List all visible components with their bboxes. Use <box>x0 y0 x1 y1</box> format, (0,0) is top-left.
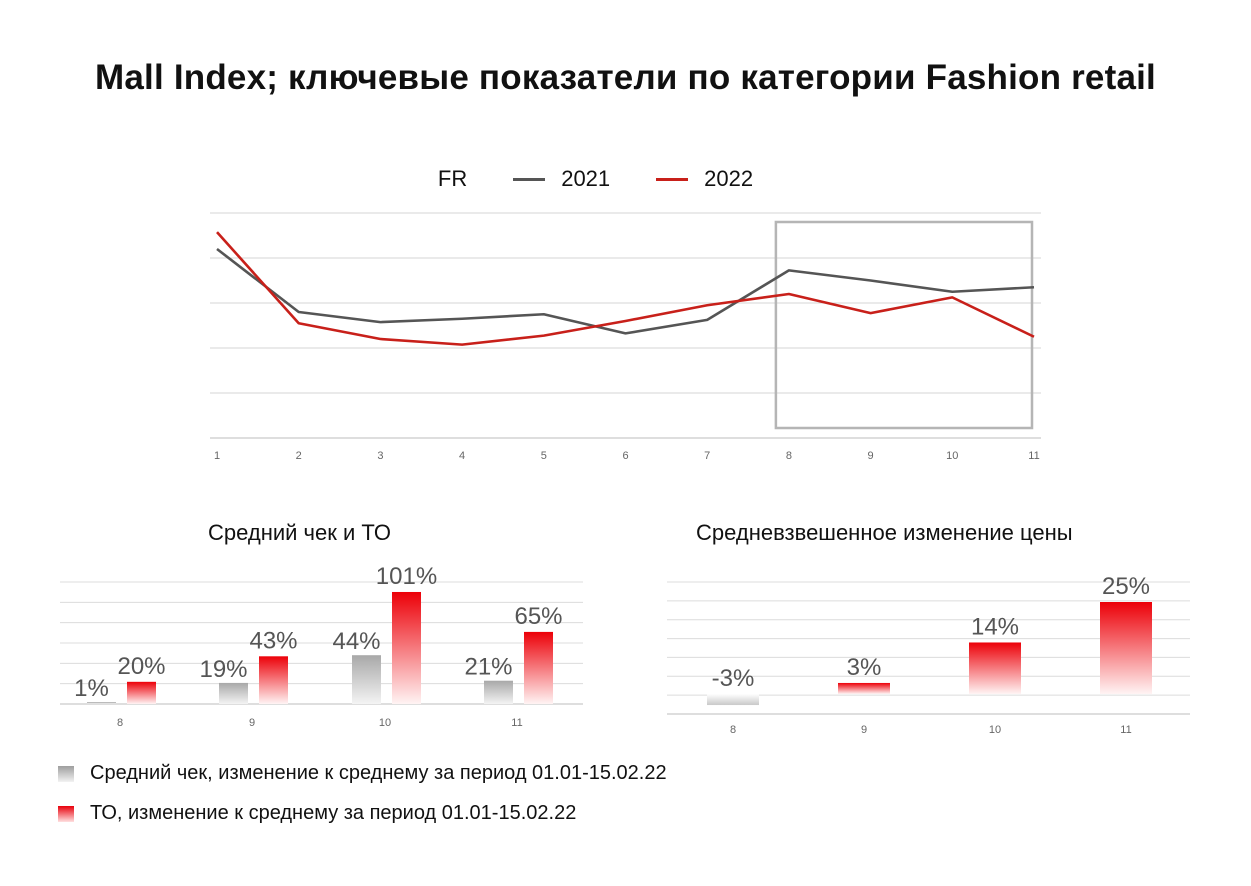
bar-turnover <box>392 591 421 704</box>
bar-turnover <box>127 681 156 704</box>
line-x-tick-label: 7 <box>704 450 710 462</box>
bar-turnover <box>259 656 288 704</box>
legend-turnover: ТО, изменение к среднему за период 01.01… <box>58 802 576 825</box>
left-bar-x-tick-label: 9 <box>249 717 255 729</box>
bar-price-change <box>838 682 890 694</box>
series-line-2022 <box>216 231 1035 346</box>
highlight-box <box>774 220 1034 430</box>
bar-data-label-price-change: 25% <box>1102 573 1150 600</box>
legend-turnover-label: ТО, изменение к среднему за период 01.01… <box>90 802 577 824</box>
page-title: Mall Index; ключевые показатели по катег… <box>95 58 1156 97</box>
legend-turnover-swatch <box>58 805 74 822</box>
line-x-tick-label: 4 <box>459 450 465 462</box>
bar-data-label-avg-check: 19% <box>199 656 247 683</box>
bar-data-label-price-change: -3% <box>712 665 755 692</box>
right-bar-x-tick-label: 10 <box>989 724 1001 736</box>
left-bar-x-tick-label: 11 <box>511 717 522 729</box>
bar-data-label-turnover: 20% <box>117 653 165 680</box>
right-bar-x-tick-label: 8 <box>730 724 736 736</box>
right-bar-x-tick-label: 11 <box>1120 724 1131 736</box>
line-x-tick-label: 8 <box>786 450 792 462</box>
line-x-tick-label: 11 <box>1028 450 1039 462</box>
legend-avg-check: Средний чек, изменение к среднему за пер… <box>58 762 667 785</box>
legend-swatch-2022 <box>656 177 689 181</box>
bar-avg-check <box>484 680 513 704</box>
bar-avg-check <box>352 655 381 704</box>
line-x-tick-label: 6 <box>622 450 628 462</box>
left-bar-chart-title: Средний чек и ТО <box>208 520 391 545</box>
bar-price-change <box>969 642 1021 694</box>
line-x-tick-label: 5 <box>541 450 547 462</box>
legend-swatch-2021 <box>513 177 546 181</box>
line-x-tick-label: 10 <box>946 450 958 462</box>
line-chart-legend: FR 2021 2022 <box>0 166 1251 192</box>
bar-data-label-turnover: 101% <box>376 563 437 590</box>
right-bar-chart-title: Средневзвешенное изменение цены <box>696 520 1073 545</box>
legend-avg-check-swatch <box>58 765 74 782</box>
legend-label-2021: 2021 <box>561 166 611 191</box>
legend-label-2022: 2022 <box>704 166 754 191</box>
line-x-tick-label: 1 <box>214 450 220 462</box>
bar-price-change <box>707 694 759 706</box>
right-bar-x-tick-label: 9 <box>861 724 867 736</box>
bar-data-label-avg-check: 44% <box>332 628 380 655</box>
bar-data-label-turnover: 43% <box>249 627 297 654</box>
legend-item-2021: 2021 <box>513 166 610 192</box>
bar-data-label-price-change: 14% <box>971 613 1019 640</box>
series-line-2021 <box>216 247 1035 335</box>
bar-avg-check <box>87 702 116 704</box>
bar-price-change <box>1100 602 1152 694</box>
line-x-tick-label: 3 <box>377 450 383 462</box>
bar-data-label-turnover: 65% <box>514 603 562 630</box>
legend-avg-check-label: Средний чек, изменение к среднему за пер… <box>90 762 667 784</box>
legend-category-label: FR <box>437 166 468 191</box>
left-bar-x-tick-label: 10 <box>379 717 391 729</box>
bar-turnover <box>524 631 553 704</box>
line-x-tick-label: 2 <box>296 450 302 462</box>
legend-item-2022: 2022 <box>656 166 753 192</box>
bar-data-label-avg-check: 1% <box>74 675 109 702</box>
line-x-tick-label: 9 <box>868 450 874 462</box>
bar-data-label-avg-check: 21% <box>464 654 512 681</box>
bar-data-label-price-change: 3% <box>847 654 882 681</box>
bar-avg-check <box>219 682 248 704</box>
left-bar-x-tick-label: 8 <box>117 717 123 729</box>
